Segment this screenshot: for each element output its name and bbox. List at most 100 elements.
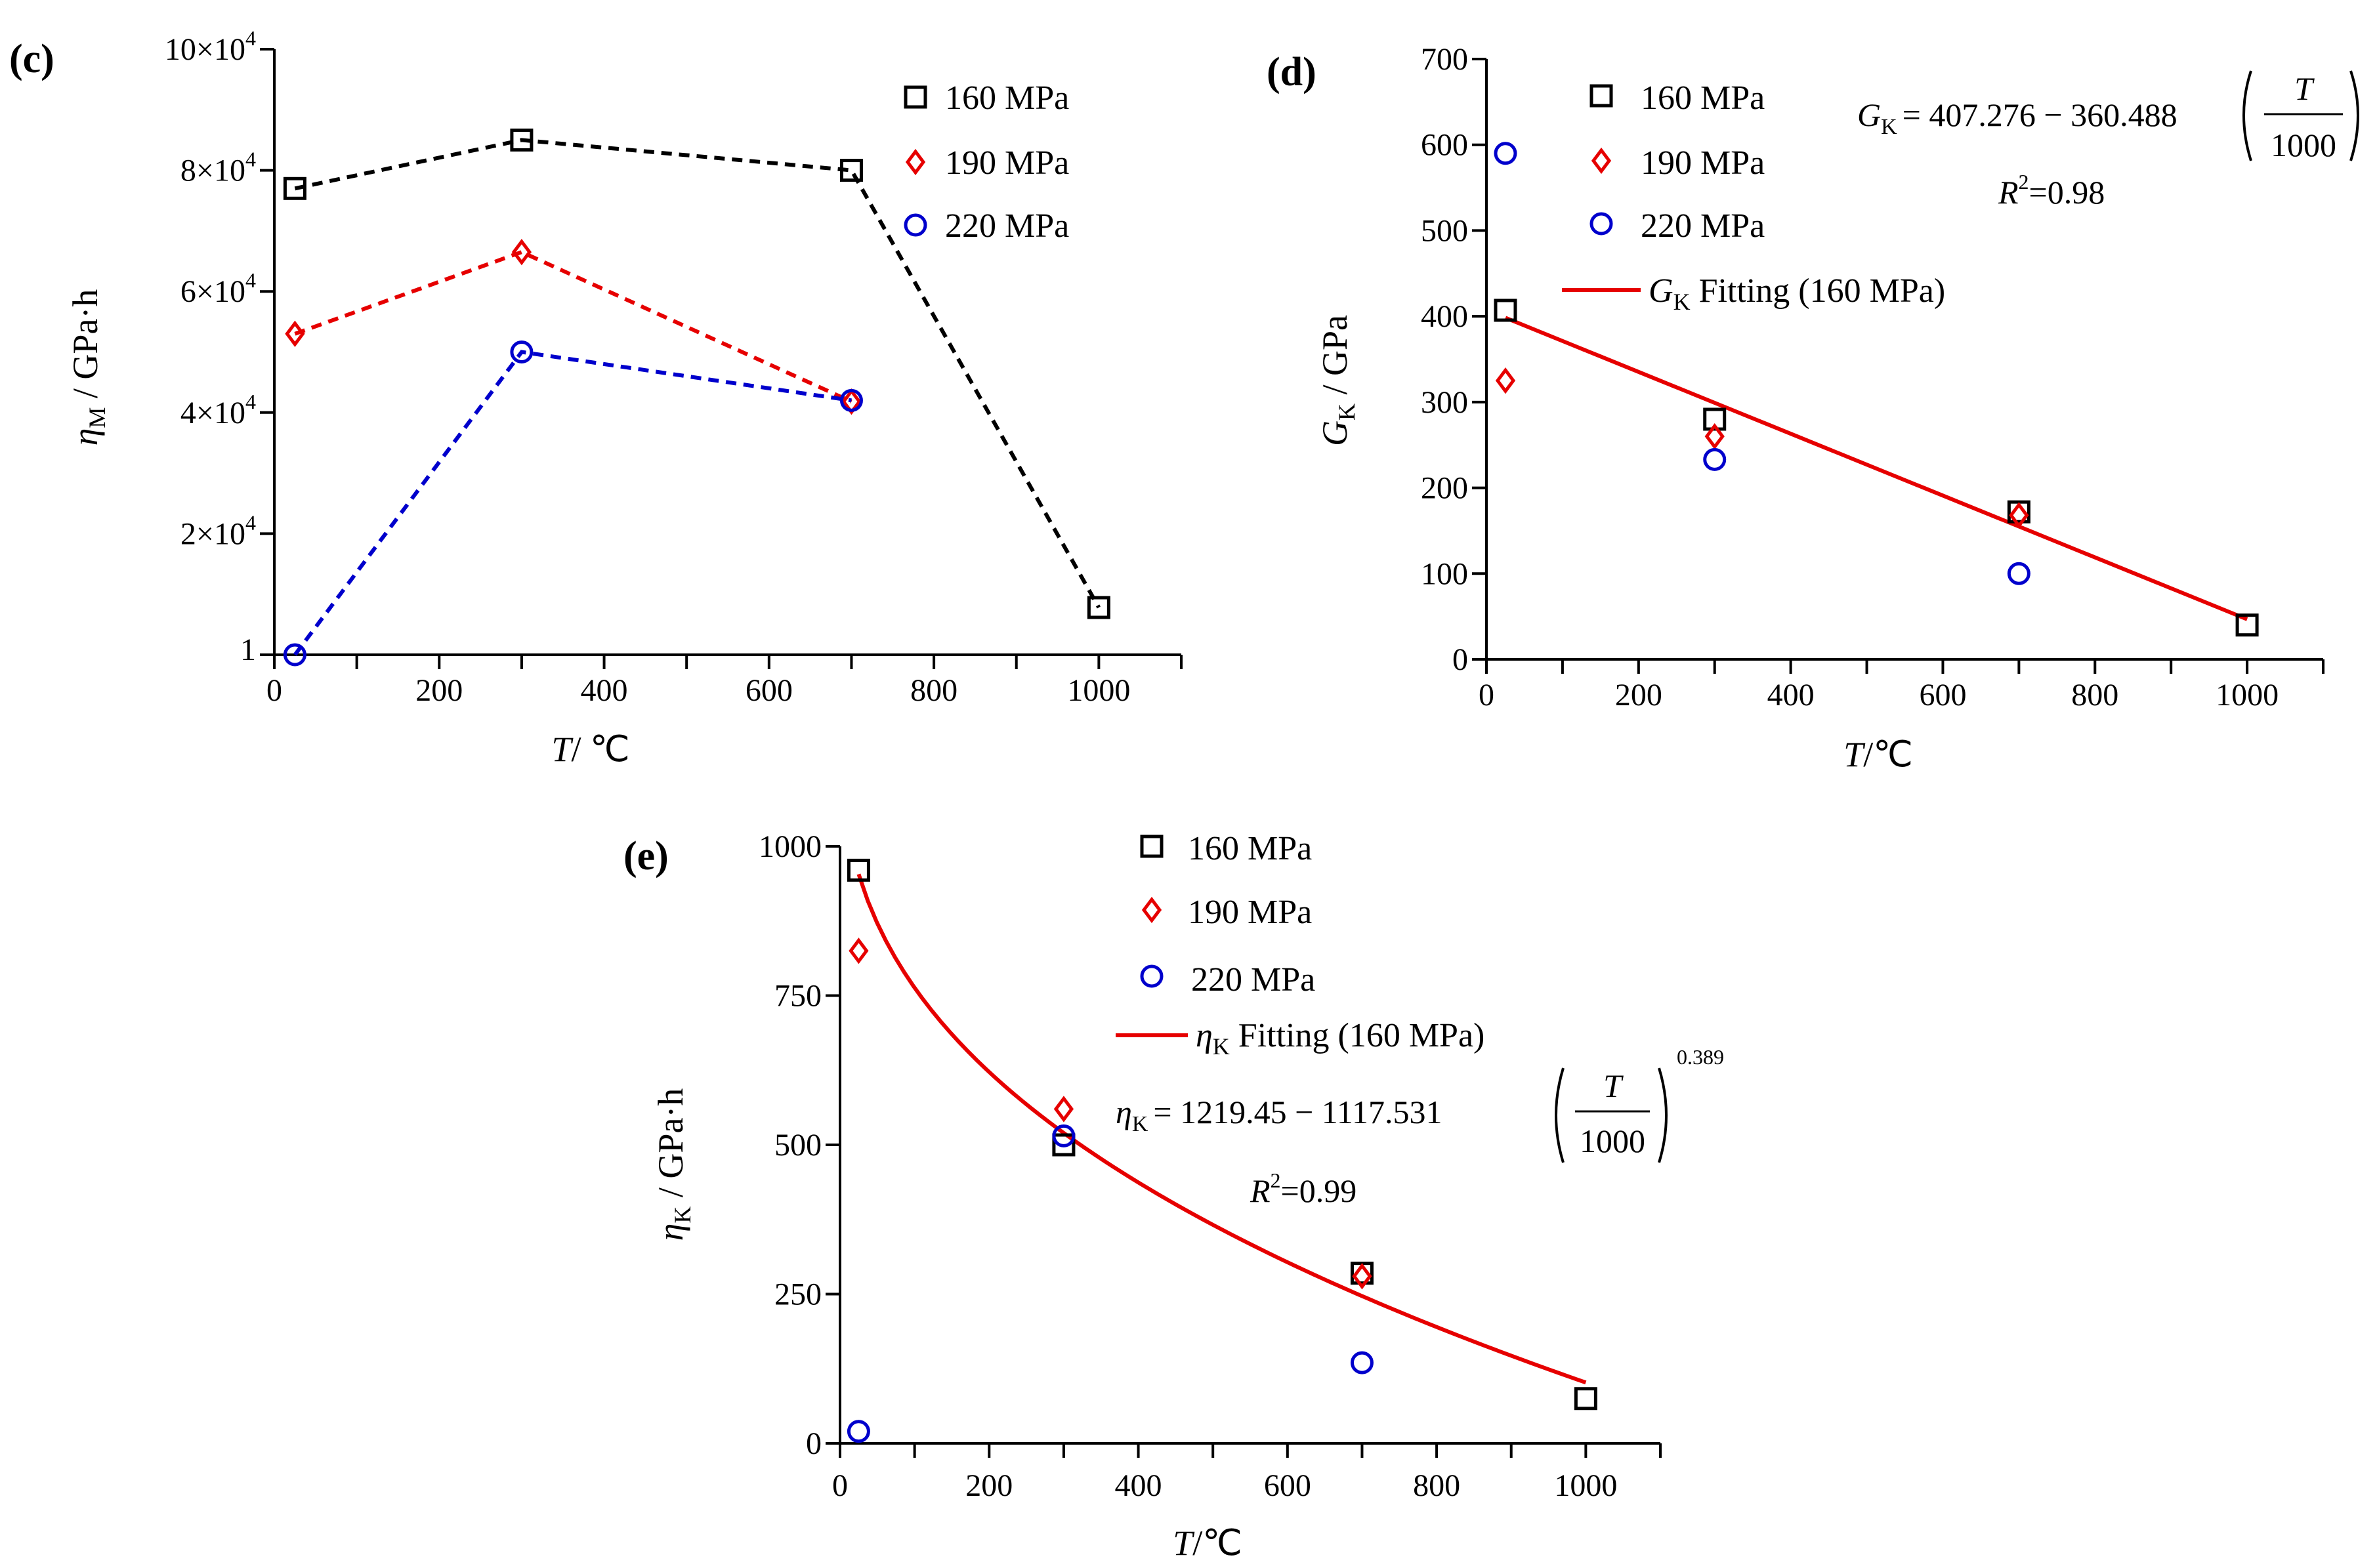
panel-d-legend-marker-220 [1589,212,1613,236]
panel-d-xtick-label: 200 [1615,678,1662,712]
panel-c-ytick-label: 8×104 [180,148,256,188]
panel-c-point-diamond [511,239,532,266]
panel-d-paren-left [2242,70,2252,161]
panel-e-xtick-label: 1000 [1554,1468,1617,1503]
panel-d-point-square [2007,500,2030,524]
panel-e-point-square [1052,1133,1076,1157]
panel-d-x-tick-labels: 0 200 400 600 800 1000 [1479,678,2279,712]
panel-c-x-tick-labels: 0 200 400 600 800 1000 [266,673,1130,708]
panel-e-ytick-label: 750 [774,979,822,1014]
panel-c-y-tick-labels: 1 2×104 4×104 6×104 8×104 10×104 [165,26,256,667]
panel-e-ytick-label: 0 [806,1426,822,1461]
panel-e-xtick-label: 800 [1413,1468,1460,1503]
panel-d-point-circle [2007,562,2030,585]
panel-d-xtick-label: 400 [1767,678,1815,712]
panel-e-xtick-label: 400 [1115,1468,1162,1503]
panel-c-point-circle [510,340,534,363]
panel-c-xtick-label: 1000 [1067,673,1130,708]
panel-c-legend-marker-160 [904,85,927,109]
panel-c-xtick-label: 0 [266,673,282,708]
panel-c-series-lines [293,138,1101,656]
panel-c-axes [260,48,1183,669]
panel-c-legend-marker-220 [904,213,927,237]
panel-d-fit-curve [1504,316,2248,621]
panel-c-point-diamond [285,320,305,347]
panel-d-ytick-label: 400 [1421,299,1468,334]
panel-e-axes [826,845,1662,1458]
panel-e-paren-right [1658,1067,1668,1163]
panel-e-legend-marker-190 [1141,896,1162,924]
panel-e-paren-left [1555,1067,1565,1163]
panel-d-point-diamond [2009,502,2029,529]
panel-e-chart: (e) 0 250 500 750 1000 0 200 400 600 800 1000 T/℃… [623,829,1724,1563]
panel-e-xtick-label: 600 [1264,1468,1311,1503]
panel-e-fit-line [856,873,1587,1385]
panel-e-point-square [1574,1387,1597,1411]
panel-d-point-diamond [1495,367,1516,394]
panel-d-axes [1472,58,2324,674]
panel-e-legend-190: 190 MPa [1188,894,1312,931]
panel-c-legend-symbol-circle [904,213,927,237]
panel-c-legend-220: 220 MPa [945,207,1069,245]
panel-c-point-square [1087,596,1110,619]
panel-c-label: (c) [9,37,54,81]
panel-e-legend: 160 MPa 190 MPa 220 MPa ηK Fitting (160 … [1116,830,1484,1060]
panel-c-line-220-mpa [293,350,852,656]
panel-d-r2: R2=0.98 [1998,170,2105,211]
panel-c-legend: 160 MPa 190 MPa 220 MPa [904,79,1069,245]
panel-d-point-square [1703,407,1727,431]
panel-e-y-tick-labels: 0 250 500 750 1000 [759,829,822,1461]
panel-e-x-tick-labels: 0 200 400 600 800 1000 [832,1468,1617,1503]
panel-d-ytick-label: 700 [1421,42,1468,77]
panel-c-y-axis-label: ηM / GPa·h [66,289,110,446]
panel-d-legend-fit: GK Fitting (160 MPa) [1649,272,1945,315]
panel-d-y-axis-label: GK / GPa [1315,315,1360,446]
panel-e-frac-den: 1000 [1580,1123,1645,1159]
panel-d-legend-marker-190 [1591,147,1612,175]
panel-c-xtick-label: 400 [581,673,628,708]
panel-e-fit-curve [856,873,1587,1385]
panel-e-legend-marker-160 [1140,835,1164,858]
panel-e-label: (e) [623,834,669,878]
panel-d-ytick-label: 200 [1421,471,1468,506]
panel-c-point-circle [839,388,863,412]
panel-d-point-circle [1703,447,1727,471]
panel-e-legend-marker-220 [1140,964,1164,988]
panel-c-markers [283,128,1110,667]
panel-c-point-square [510,128,534,152]
panel-c-point-diamond [841,388,862,415]
panel-d-ytick-label: 500 [1421,213,1468,248]
panel-d-point-square [1494,299,1517,322]
panel-c-ytick-label: 6×104 [180,268,256,309]
panel-c-chart: (c) 1 2×104 4×104 6×104 8×104 10×104 0 20… [9,26,1183,769]
panel-e-ytick-label: 500 [774,1128,822,1163]
panel-d-ytick-label: 100 [1421,556,1468,591]
panel-d-legend-190: 190 MPa [1641,144,1765,182]
panel-e-point-diamond [1352,1263,1372,1290]
panel-c-ytick-label: 4×104 [180,390,256,430]
panel-d-chart: (d) 0 100 200 300 400 500 600 700 0 200 400 600 800… [1267,42,2359,774]
panel-d-legend-160: 160 MPa [1641,79,1765,117]
panel-c-line-190-mpa [294,249,852,403]
panel-e-point-diamond [849,938,869,964]
panel-e-point-circle [1350,1351,1374,1374]
panel-d-point-circle [1494,142,1517,165]
panel-e-r2: R2=0.99 [1250,1168,1357,1209]
panel-c-point-circle [283,643,306,667]
panel-d-xtick-label: 600 [1919,678,1966,712]
panel-d-equation-text: GK = 407.276 − 360.488 [1857,96,2177,139]
panel-e-legend-symbol-square [1140,835,1164,858]
panel-d-ytick-label: 300 [1421,385,1468,420]
panel-d-x-axis-label: T/℃ [1843,735,1913,774]
panel-c-x-axis-label: T/ ℃ [551,730,629,769]
panel-d-frac-num: T [2294,70,2315,107]
panel-e-equation-text: ηK = 1219.45 − 1117.531 [1116,1094,1442,1136]
panel-d-markers [1494,142,2259,637]
panel-e-legend-220: 220 MPa [1191,961,1315,999]
panel-d-point-diamond [1704,423,1725,450]
panel-c-ytick-label: 10×104 [165,26,256,67]
panel-e-frac-num: T [1603,1067,1624,1104]
panel-d-equation: GK = 407.276 − 360.488 T 1000 R2=0.98 [1857,70,2359,211]
panel-e-equation: ηK = 1219.45 − 1117.531 T 1000 0.389 R2=0… [1116,1045,1724,1209]
